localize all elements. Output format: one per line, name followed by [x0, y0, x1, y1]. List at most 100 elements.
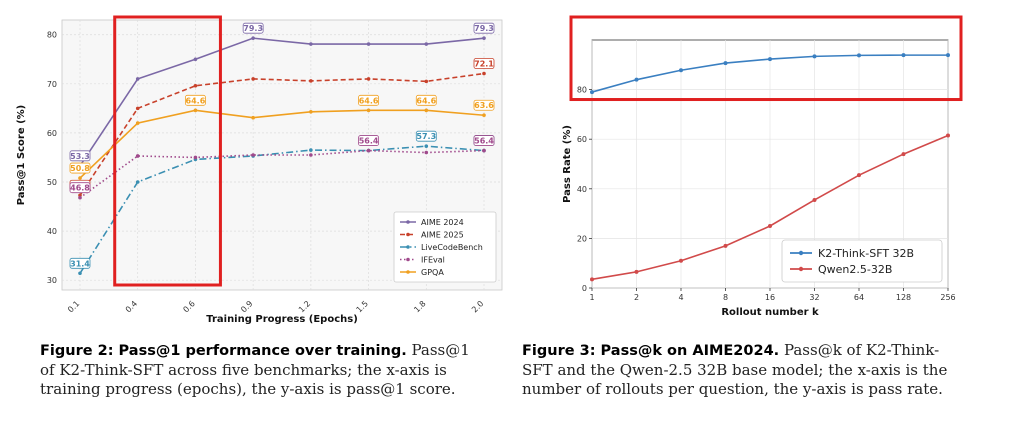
data-point [309, 148, 313, 152]
data-point [309, 42, 313, 46]
figure-2-caption: Figure 2: Pass@1 performance over traini… [40, 341, 510, 399]
x-tick-label: 16 [765, 293, 775, 302]
data-point [482, 113, 486, 118]
data-point [309, 153, 313, 157]
y-tick-label: 60 [47, 129, 57, 138]
y-tick-label: 40 [577, 185, 587, 194]
data-point [309, 79, 313, 83]
caption-line: SFT and the Qwen-2.5 32B base model; the… [522, 361, 948, 379]
caption-line: of K2-Think-SFT across five benchmarks; … [40, 361, 447, 379]
y-tick-label: 70 [47, 80, 57, 89]
svg-text:31.4: 31.4 [70, 259, 90, 268]
figure-3-caption: Figure 3: Pass@k on AIME2024. Pass@k of … [522, 341, 1012, 399]
data-label: 64.6 [415, 94, 437, 106]
caption-line: Pass@1 [406, 341, 470, 359]
data-point [634, 269, 639, 274]
data-point [812, 54, 817, 59]
svg-text:72.1: 72.1 [474, 60, 494, 69]
data-point [901, 53, 906, 58]
data-label: 46.8 [69, 182, 91, 194]
data-label: 56.4 [473, 135, 495, 146]
data-label: 63.6 [473, 99, 495, 111]
data-point [135, 106, 140, 111]
data-point [482, 148, 486, 153]
data-point [193, 57, 198, 62]
data-point [135, 77, 140, 81]
data-point [366, 108, 371, 113]
x-axis-label: Training Progress (Epochs) [206, 314, 358, 325]
data-label: 53.3 [69, 150, 91, 162]
y-axis-label: Pass Rate (%) [562, 125, 573, 203]
legend: K2-Think-SFT 32B Qwen2.5-32B [781, 239, 943, 283]
svg-text:56.4: 56.4 [359, 137, 379, 146]
legend-label: IFEval [421, 256, 445, 265]
x-tick-label: 8 [723, 293, 728, 302]
data-point [78, 176, 82, 180]
legend-label: GPQA [421, 268, 444, 277]
highlight-box [569, 15, 963, 102]
data-point [768, 224, 772, 228]
data-point [634, 77, 639, 82]
data-point [723, 243, 728, 248]
caption-line: training progress (epochs), the y-axis i… [40, 380, 456, 398]
caption-line: number of rollouts per question, the y-a… [522, 380, 943, 398]
data-point [424, 150, 429, 155]
y-tick-label: 0 [582, 284, 587, 293]
x-tick-label: 1 [589, 293, 594, 302]
x-tick-label: 2 [634, 293, 639, 302]
data-point [424, 144, 429, 148]
x-tick-label: 1.2 [297, 299, 312, 314]
x-tick-label: 128 [896, 293, 911, 302]
data-point [723, 61, 728, 66]
series-line-3 [79, 149, 485, 199]
series-line-1 [79, 72, 485, 196]
y-tick-label: 20 [577, 234, 587, 243]
y-tick-label: 50 [47, 178, 57, 187]
x-axis-label: Rollout number k [721, 307, 819, 318]
data-point [366, 42, 371, 46]
data-point [251, 153, 255, 157]
y-axis-label: Pass@1 Score (%) [16, 105, 27, 206]
data-point [193, 83, 198, 88]
data-point [857, 53, 861, 58]
pass1-training-chart: 30 40 50 60 70 80 0.1 0.4 0.6 0.9 1.2 1.5 1.8 2.0 53.… [16, 15, 503, 325]
passk-aime-chart: 0 20 40 60 80 1 2 4 8 16 32 64 128 256 K2-Think-SFT 3… [562, 15, 963, 318]
data-label: 64.6 [358, 94, 379, 106]
data-point [590, 90, 594, 95]
data-label: 50.8 [69, 162, 91, 174]
legend-label: AIME 2025 [421, 231, 464, 240]
data-point [135, 121, 140, 125]
data-point [901, 152, 906, 157]
data-label: 79.3 [473, 22, 495, 34]
data-point [251, 36, 255, 40]
data-point [812, 197, 817, 202]
svg-text:64.6: 64.6 [416, 96, 436, 105]
data-point [590, 277, 594, 282]
legend-label: Qwen2.5-32B [818, 263, 892, 276]
y-tick-label: 80 [47, 31, 57, 40]
svg-text:53.3: 53.3 [70, 152, 90, 161]
svg-text:46.8: 46.8 [70, 184, 90, 193]
svg-text:64.6: 64.6 [359, 96, 379, 105]
data-point [251, 115, 255, 120]
data-point [193, 155, 198, 160]
series-line-4 [79, 109, 485, 179]
x-tick-label: 2.0 [470, 299, 485, 314]
data-label: 64.6 [185, 94, 206, 106]
x-tick-label: 1.8 [412, 299, 427, 314]
svg-text:79.3: 79.3 [474, 24, 494, 33]
highlight-box [113, 15, 222, 287]
x-tick-label: 64 [854, 293, 864, 302]
data-point [366, 148, 371, 153]
svg-text:79.3: 79.3 [243, 24, 263, 33]
legend-label: LiveCodeBench [421, 243, 483, 252]
data-label: 79.3 [242, 22, 264, 34]
caption-lead: Figure 3: Pass@k on AIME2024. [522, 343, 780, 359]
legend-label: AIME 2024 [421, 218, 464, 227]
data-point [424, 42, 429, 46]
data-label: 72.1 [473, 58, 495, 69]
data-point [946, 53, 950, 58]
data-point [78, 271, 82, 276]
svg-text:63.6: 63.6 [474, 101, 494, 110]
